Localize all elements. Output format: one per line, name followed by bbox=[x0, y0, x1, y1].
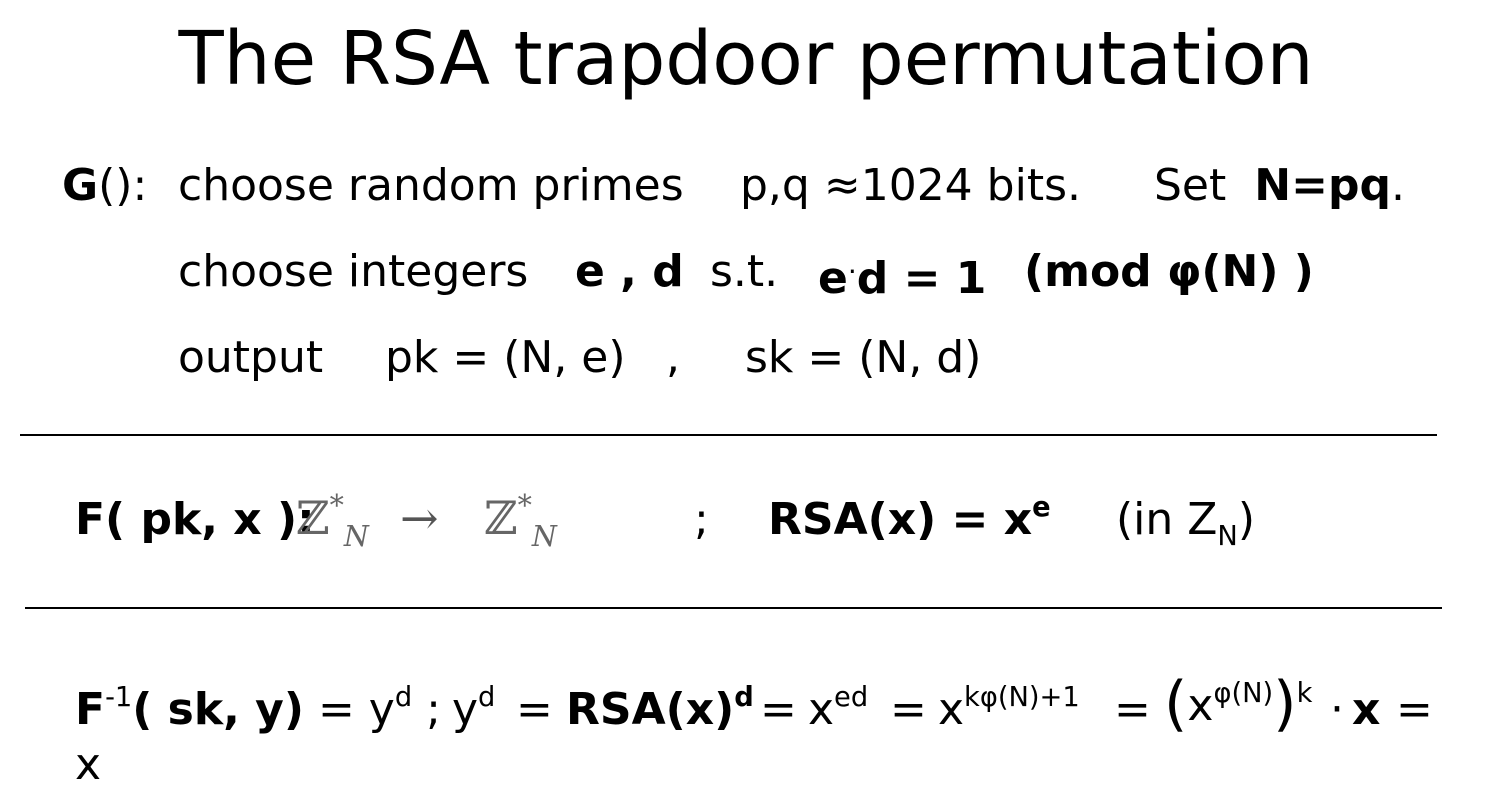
gen-line-3-text: output bbox=[178, 332, 324, 383]
finv-final-x: x bbox=[75, 739, 102, 790]
finv-lparen: ( bbox=[1164, 669, 1188, 739]
gen-line-2-ed: e , d bbox=[575, 246, 684, 297]
finv-x3-sup: φ(N) bbox=[1213, 677, 1274, 709]
f-codomain-set: ℤ bbox=[484, 491, 518, 545]
f-codomain-star: * bbox=[517, 488, 532, 522]
gen-set-word: Set bbox=[1154, 160, 1227, 211]
gen-line-2-text: choose integers bbox=[178, 246, 529, 297]
finv-x3: x bbox=[1187, 680, 1214, 731]
gen-cond-dot: · bbox=[847, 255, 857, 288]
gen-cond-e: e bbox=[818, 253, 848, 304]
finv-y-sup: d bbox=[478, 681, 496, 713]
f-codomain: ℤ*N bbox=[484, 488, 557, 550]
separator-bottom bbox=[25, 607, 1442, 609]
f-domain-set: ℤ bbox=[296, 491, 330, 545]
finv-args: ( sk, y) bbox=[132, 684, 304, 735]
finv-k-sup: k bbox=[1296, 677, 1313, 709]
f-domain-star: * bbox=[329, 488, 344, 522]
finv-f: F bbox=[75, 684, 106, 735]
finv-x2: x bbox=[938, 684, 965, 735]
finv-eq4: = bbox=[890, 684, 927, 735]
f-semicolon: ; bbox=[694, 494, 709, 545]
f-label: F( pk, x ): bbox=[75, 494, 315, 545]
f-domain: ℤ*N bbox=[296, 488, 369, 550]
gen-line-2-cond: e·d = 1 bbox=[818, 244, 986, 307]
f-rsa-text: RSA(x) = x bbox=[768, 494, 1033, 545]
finv-rsa-sup: d bbox=[734, 681, 754, 713]
finv-y: y bbox=[452, 684, 479, 735]
gen-line-3-pk: pk = (N, e) bbox=[385, 332, 626, 383]
finv-eq1-semi: ; bbox=[412, 684, 441, 735]
finv-eq2: = bbox=[516, 684, 553, 735]
finv-eq1-sup: d bbox=[394, 681, 413, 713]
f-domain-n: N bbox=[343, 519, 369, 553]
separator-top bbox=[20, 434, 1437, 436]
gen-line-3-comma: , bbox=[666, 332, 680, 383]
gen-line-2-mod: (mod φ(N) ) bbox=[1024, 246, 1314, 297]
finv-x1: x bbox=[808, 684, 835, 735]
finv-eq5: = bbox=[1114, 684, 1151, 735]
gen-line-1-pq: p,q ≈1024 bits. bbox=[740, 160, 1081, 211]
gen-line-1-set: Set N=pq. bbox=[1154, 158, 1405, 214]
finv-eq3: = bbox=[760, 684, 797, 735]
gen-period: . bbox=[1390, 160, 1405, 211]
finv-power-group: (xφ(N))k bbox=[1164, 674, 1313, 734]
finv-x1-sup: ed bbox=[834, 681, 869, 713]
slide-title: The RSA trapdoor permutation bbox=[178, 16, 1314, 102]
f-arrow: → bbox=[400, 491, 439, 545]
f-in-sub: N bbox=[1217, 521, 1238, 553]
gen-line-1-text: choose random primes bbox=[178, 160, 684, 211]
finv-label: F-1( sk, y) = yd ; bbox=[75, 682, 441, 738]
finv-inv-sup: -1 bbox=[105, 681, 133, 713]
f-in-close: ) bbox=[1237, 494, 1255, 545]
f-rsa: RSA(x) = xe bbox=[768, 492, 1051, 548]
finv-yd: yd bbox=[452, 682, 495, 738]
f-codomain-n: N bbox=[531, 519, 557, 553]
gen-line-2-st: s.t. bbox=[710, 246, 779, 297]
gen-label-parens: (): bbox=[98, 160, 148, 211]
finv-rsa: RSA(x)d bbox=[566, 682, 754, 738]
finv-eq6: = bbox=[1396, 684, 1433, 735]
finv-x-kphi: xkφ(N)+1 bbox=[938, 682, 1080, 738]
f-in-text: (in Z bbox=[1116, 494, 1218, 545]
finv-eq1: = y bbox=[303, 684, 395, 735]
finv-x2-sup: kφ(N)+1 bbox=[964, 681, 1080, 713]
gen-cond-rest: d = 1 bbox=[856, 253, 987, 304]
finv-rsa-text: RSA(x) bbox=[566, 684, 735, 735]
gen-n-eq-pq: N=pq bbox=[1254, 160, 1391, 211]
gen-label: G(): bbox=[62, 158, 147, 214]
finv-x-bold: x bbox=[1352, 684, 1381, 735]
f-in-zn: (in ZN) bbox=[1116, 492, 1255, 550]
finv-rparen: ) bbox=[1273, 669, 1297, 739]
gen-label-g: G bbox=[62, 160, 99, 211]
gen-line-3-sk: sk = (N, d) bbox=[745, 332, 982, 383]
finv-dot: · bbox=[1330, 684, 1344, 735]
f-rsa-exp: e bbox=[1032, 491, 1051, 523]
finv-x-ed: xed bbox=[808, 682, 868, 738]
